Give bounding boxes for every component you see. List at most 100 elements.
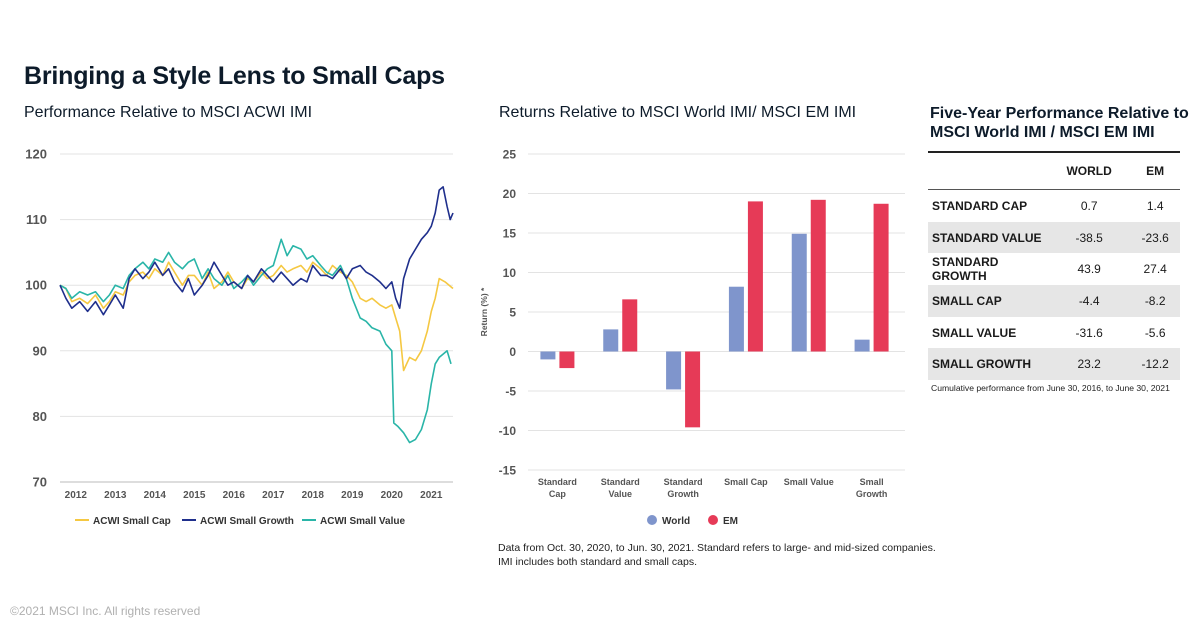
table-row-label: SMALL GROWTH <box>928 348 1048 381</box>
bar-chart: 25 20 15 10 5 0 -5 -10 -15 Return (%) * Standard Ca… <box>479 148 905 527</box>
legend-item: ACWI Small Growth <box>182 516 294 527</box>
bar-em <box>810 199 826 352</box>
table-header-row: WORLD EM <box>928 151 1180 190</box>
y-tick-label: 120 <box>25 147 47 162</box>
bar-world <box>603 329 619 352</box>
legend-item: World <box>647 515 690 527</box>
series-line-acwi-small-growth <box>59 185 454 316</box>
table-header-em: EM <box>1130 151 1180 190</box>
x-tick-label: 2013 <box>104 490 127 501</box>
x-tick-label: 2021 <box>420 490 443 501</box>
table-cell-em: -12.2 <box>1130 348 1180 381</box>
x-tick-label: Standard Cap <box>538 477 577 499</box>
table-title: Five-Year Performance Relative to MSCI W… <box>930 105 1189 141</box>
table-cell-em: 27.4 <box>1143 262 1167 277</box>
line-chart-title: Performance Relative to MSCI ACWI IMI <box>24 104 313 121</box>
page-title: Bringing a Style Lens to Small Caps <box>24 62 445 90</box>
bar-chart-title: Returns Relative to MSCI World IMI/ MSCI… <box>499 104 857 121</box>
legend-swatch <box>708 515 718 525</box>
table-row: STANDARD GROWTH 43.9 27.4 <box>928 253 1180 285</box>
y-tick-label: -5 <box>505 385 516 399</box>
legend-label: ACWI Small Value <box>320 516 405 527</box>
legend-label: ACWI Small Growth <box>200 516 294 527</box>
legend-label: World <box>662 516 690 527</box>
footnote-line: IMI includes both standard and small cap… <box>498 556 698 568</box>
x-tick-label: Small Growth <box>856 477 888 499</box>
table-cell-em: 1.4 <box>1146 198 1164 213</box>
x-tick-label: 2020 <box>381 490 404 501</box>
table-row: STANDARD CAP 0.7 1.4 <box>928 190 1180 222</box>
table-row-label: SMALL VALUE <box>932 325 1017 340</box>
y-tick-label: 90 <box>33 343 47 358</box>
table-cell-world: -38.5 <box>1048 221 1131 254</box>
y-tick-label: 5 <box>509 306 516 320</box>
bar-world <box>540 351 556 360</box>
y-tick-label: 80 <box>33 409 47 424</box>
y-tick-label: 20 <box>503 187 517 201</box>
table-cell-world: 23.2 <box>1048 348 1131 381</box>
x-tick-label-line: Small Cap <box>724 477 768 487</box>
table-cell-world: -4.4 <box>1048 285 1131 317</box>
legend-item: ACWI Small Cap <box>75 516 171 527</box>
x-tick-label: 2014 <box>144 490 167 501</box>
x-tick-label-line: Standard <box>664 477 703 487</box>
x-tick-label: 2015 <box>183 490 206 501</box>
series-line-acwi-small-value <box>59 238 452 444</box>
line-chart: 70 80 90 100 110 120 2012 2013 2014 2015 2016 2017 2… <box>25 147 454 527</box>
x-tick-label-line: Value <box>608 489 632 499</box>
table-cell-em: -5.6 <box>1144 325 1166 340</box>
y-tick-label: 0 <box>509 345 516 359</box>
y-tick-label: -15 <box>499 464 517 478</box>
y-tick-label: 10 <box>503 266 517 280</box>
table-row: STANDARD VALUE -38.5 -23.6 <box>928 221 1180 254</box>
x-tick-label: Small Cap <box>724 477 768 487</box>
x-tick-label: Small Value <box>784 477 834 487</box>
table-cell-world: 43.9 <box>1077 262 1101 277</box>
bar-em <box>747 201 763 352</box>
table-note: Cumulative performance from June 30, 201… <box>931 383 1170 394</box>
y-tick-label: 100 <box>25 278 47 293</box>
legend-label: EM <box>723 516 738 527</box>
bar-world <box>854 339 870 352</box>
table-header-blank <box>928 151 1048 190</box>
bar-world <box>791 233 807 352</box>
x-tick-label-line: Small <box>860 477 884 487</box>
y-tick-label: 110 <box>26 212 47 227</box>
performance-table: WORLD EM STANDARD CAP 0.7 1.4 STANDARD V… <box>928 151 1180 393</box>
x-tick-label-line: Cap <box>549 489 567 499</box>
footnote: Data from Oct. 30, 2020, to Jun. 30, 202… <box>498 541 958 569</box>
x-tick-label: 2019 <box>341 490 364 501</box>
y-tick-label: 70 <box>33 475 47 490</box>
copyright: ©2021 MSCI Inc. All rights reserved <box>10 604 201 618</box>
x-tick-label-line: Standard <box>601 477 640 487</box>
table-row-label: STANDARD GROWTH <box>932 255 999 284</box>
x-tick-label: 2017 <box>262 490 285 501</box>
footnote-line: Data from Oct. 30, 2020, to Jun. 30, 202… <box>498 542 936 554</box>
x-tick-label: Standard Growth <box>664 477 703 499</box>
table-cell-world: -31.6 <box>1075 325 1103 340</box>
bar-world <box>728 286 744 352</box>
legend-item: EM <box>708 515 738 527</box>
x-tick-label-line: Growth <box>856 489 888 499</box>
series-line-acwi-small-cap <box>59 261 454 372</box>
y-tick-label: 15 <box>503 227 517 241</box>
table-row: SMALL GROWTH 23.2 -12.2 <box>928 348 1180 381</box>
bar-world <box>666 351 682 390</box>
bar-em <box>622 299 638 352</box>
bar-em <box>873 203 889 352</box>
table-row: SMALL VALUE -31.6 -5.6 <box>928 317 1180 349</box>
table-row: SMALL CAP -4.4 -8.2 <box>928 285 1180 317</box>
bar-em <box>685 351 701 428</box>
x-tick-label-line: Small Value <box>784 477 834 487</box>
legend-item: ACWI Small Value <box>302 516 405 527</box>
table-row-label: SMALL CAP <box>928 285 1048 317</box>
table-cell-em: -8.2 <box>1130 285 1180 317</box>
table-header-world: WORLD <box>1048 151 1131 190</box>
x-tick-label-line: Standard <box>538 477 577 487</box>
y-tick-label: -10 <box>499 424 517 438</box>
table-cell-world: 0.7 <box>1080 198 1098 213</box>
x-tick-label: Standard Value <box>601 477 640 499</box>
table-row-label: STANDARD CAP <box>932 198 1028 213</box>
x-tick-label-line: Growth <box>667 489 699 499</box>
y-axis-label: Return (%) * <box>479 287 489 336</box>
